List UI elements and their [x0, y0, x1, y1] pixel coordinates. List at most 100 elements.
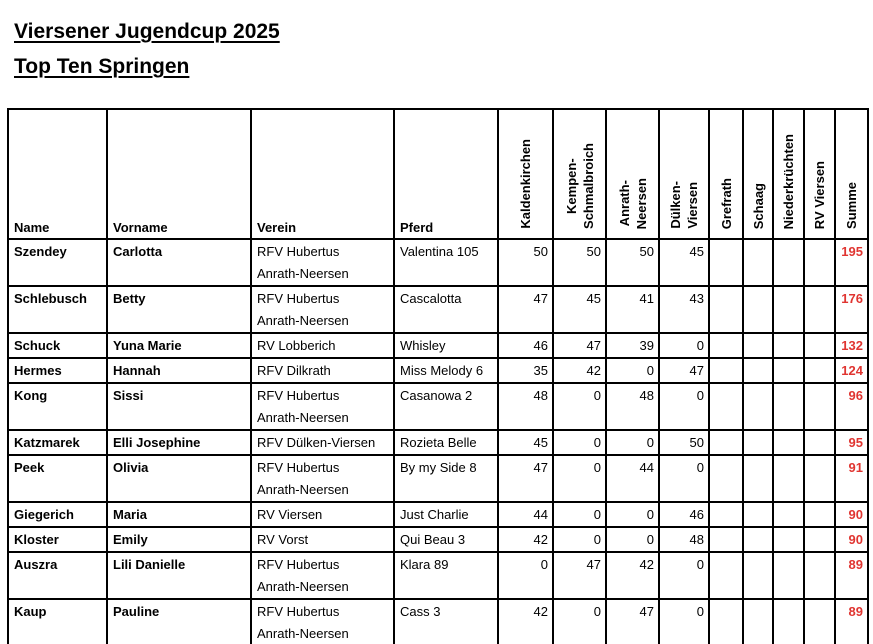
cell-score	[772, 382, 805, 431]
cell-name: Schuck	[7, 332, 108, 359]
cell-score	[803, 357, 836, 384]
cell-summe: 91	[834, 454, 869, 503]
cell-score	[803, 429, 836, 456]
cell-score: 45	[658, 238, 710, 287]
col-header-grefrath: Grefrath	[708, 108, 744, 240]
cell-score: 0	[605, 357, 660, 384]
cell-verein: RFV Dilkrath	[250, 357, 395, 384]
cell-summe: 132	[834, 332, 869, 359]
cell-score: 42	[497, 526, 554, 553]
cell-score	[742, 429, 774, 456]
results-table: Name Vorname Verein Pferd Kaldenkirchen …	[7, 108, 869, 644]
rotated-header-label: Anrath- Neersen	[616, 177, 649, 229]
cell-score: 50	[658, 429, 710, 456]
cell-score: 45	[552, 285, 607, 334]
col-header-rv-viersen: RV Viersen	[803, 108, 836, 240]
cell-score	[742, 238, 774, 287]
cell-summe: 89	[834, 598, 869, 644]
cell-score	[742, 598, 774, 644]
cell-score	[772, 429, 805, 456]
cell-score: 44	[497, 501, 554, 528]
cell-verein: RFV Dülken-Viersen	[250, 429, 395, 456]
cell-score	[772, 598, 805, 644]
cell-name: Szendey	[7, 238, 108, 287]
table-row: Kaup Pauline RFV Hubertus Anrath-Neersen…	[7, 598, 869, 644]
cell-verein: RV Vorst	[250, 526, 395, 553]
cell-pferd: Miss Melody 6	[393, 357, 499, 384]
cell-summe: 90	[834, 526, 869, 553]
cell-score: 0	[497, 551, 554, 600]
cell-score: 47	[658, 357, 710, 384]
cell-score	[772, 332, 805, 359]
table-row: Kong Sissi RFV Hubertus Anrath-Neersen C…	[7, 382, 869, 431]
header-row: Name Vorname Verein Pferd Kaldenkirchen …	[7, 108, 869, 240]
cell-score: 48	[605, 382, 660, 431]
cell-score: 0	[658, 332, 710, 359]
cell-name: Peek	[7, 454, 108, 503]
cell-name: Schlebusch	[7, 285, 108, 334]
cell-verein: RFV Hubertus Anrath-Neersen	[250, 454, 395, 503]
cell-score	[708, 332, 744, 359]
cell-score	[803, 285, 836, 334]
cell-summe: 176	[834, 285, 869, 334]
col-header-kempen-schmalbroich: Kempen- Schmalbroich	[552, 108, 607, 240]
cell-pferd: Cascalotta	[393, 285, 499, 334]
cell-verein: RFV Hubertus Anrath-Neersen	[250, 382, 395, 431]
cell-vorname: Olivia	[106, 454, 252, 503]
cell-score	[708, 357, 744, 384]
cell-vorname: Carlotta	[106, 238, 252, 287]
rotated-header-label: RV Viersen	[812, 160, 827, 229]
cell-summe: 124	[834, 357, 869, 384]
cell-score: 47	[497, 285, 554, 334]
cell-score	[803, 332, 836, 359]
table-row: Schuck Yuna Marie RV Lobberich Whisley 4…	[7, 332, 869, 359]
cell-pferd: Klara 89	[393, 551, 499, 600]
col-header-summe: Summe	[834, 108, 869, 240]
cell-summe: 89	[834, 551, 869, 600]
cell-score: 0	[552, 382, 607, 431]
cell-score: 0	[605, 429, 660, 456]
page-title: Viersener Jugendcup 2025	[14, 20, 280, 43]
cell-score	[708, 501, 744, 528]
cell-score: 0	[658, 382, 710, 431]
cell-name: Auszra	[7, 551, 108, 600]
cell-score: 0	[552, 526, 607, 553]
cell-score	[742, 332, 774, 359]
cell-score: 0	[552, 501, 607, 528]
cell-pferd: By my Side 8	[393, 454, 499, 503]
col-header-kaldenkirchen: Kaldenkirchen	[497, 108, 554, 240]
col-header-anrath-neersen: Anrath- Neersen	[605, 108, 660, 240]
table-row: Hermes Hannah RFV Dilkrath Miss Melody 6…	[7, 357, 869, 384]
cell-score	[803, 382, 836, 431]
cell-score: 0	[552, 429, 607, 456]
cell-verein: RFV Hubertus Anrath-Neersen	[250, 598, 395, 644]
cell-score	[772, 238, 805, 287]
cell-score: 0	[658, 454, 710, 503]
cell-score	[742, 526, 774, 553]
rotated-header-label: Dülken- Viersen	[668, 181, 700, 229]
cell-verein: RV Viersen	[250, 501, 395, 528]
cell-score: 0	[605, 526, 660, 553]
cell-score: 46	[658, 501, 710, 528]
cell-verein: RV Lobberich	[250, 332, 395, 359]
cell-score: 35	[497, 357, 554, 384]
col-header-vorname: Vorname	[106, 108, 252, 240]
cell-vorname: Emily	[106, 526, 252, 553]
col-header-niederkruechten: Niederkrüchten	[772, 108, 805, 240]
cell-score	[742, 382, 774, 431]
cell-pferd: Casanowa 2	[393, 382, 499, 431]
cell-score	[708, 238, 744, 287]
cell-score	[772, 454, 805, 503]
cell-summe: 95	[834, 429, 869, 456]
cell-score: 50	[497, 238, 554, 287]
cell-score	[742, 501, 774, 528]
cell-pferd: Just Charlie	[393, 501, 499, 528]
cell-score	[708, 526, 744, 553]
cell-pferd: Rozieta Belle	[393, 429, 499, 456]
cell-vorname: Elli Josephine	[106, 429, 252, 456]
cell-score	[742, 551, 774, 600]
cell-score	[742, 357, 774, 384]
cell-score: 43	[658, 285, 710, 334]
cell-score	[803, 598, 836, 644]
cell-score: 48	[497, 382, 554, 431]
